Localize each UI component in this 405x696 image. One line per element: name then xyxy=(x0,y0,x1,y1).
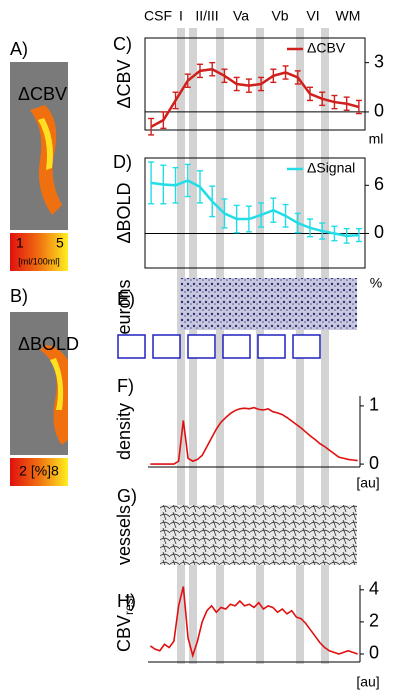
error-bar xyxy=(184,163,191,198)
error-bar xyxy=(270,68,277,84)
error-bar xyxy=(258,76,265,92)
y-tick-label: 0 xyxy=(374,222,384,242)
y-tick-label: 6 xyxy=(374,174,384,194)
error-bar xyxy=(245,205,252,233)
legend-label: ΔSignal xyxy=(307,160,355,176)
y-tick-label: 2 xyxy=(369,611,379,631)
cbv-map-label: ΔCBV xyxy=(18,84,67,104)
error-bar xyxy=(343,96,350,111)
charts: C) ΔCBV ml 0 3 ΔCBV D) ΔBOLD% 0 6 ΔSignal F) density… xyxy=(113,34,384,690)
neurons-label: neurons xyxy=(114,279,134,344)
error-bar xyxy=(184,73,191,88)
panel-label: A) xyxy=(10,39,28,59)
error-bar xyxy=(197,63,203,79)
unit-label: [au] xyxy=(356,674,379,690)
unit-label: % xyxy=(370,275,382,291)
y-axis-label-sub: rest xyxy=(122,594,136,615)
error-bar xyxy=(160,111,167,130)
series-line xyxy=(150,179,359,238)
panel-label: C) xyxy=(113,34,132,54)
panel-label: G) xyxy=(117,486,137,506)
error-bar xyxy=(355,227,362,243)
series-line xyxy=(150,67,360,128)
cbv-colorbar xyxy=(10,233,68,271)
layer-label: Vb xyxy=(271,8,288,24)
neuron-insets xyxy=(117,334,321,359)
layer-boundary xyxy=(177,28,185,664)
error-bar xyxy=(172,166,179,204)
series-line xyxy=(149,586,358,659)
error-bar xyxy=(209,61,216,77)
vessels-label: vessels xyxy=(114,505,134,565)
error-bar xyxy=(343,227,350,244)
y-tick-label: 0 xyxy=(374,101,384,121)
error-bar xyxy=(282,65,289,80)
colorbar-max: 5 xyxy=(56,235,64,251)
colorbar-scale: 2 [%]8 xyxy=(19,463,59,479)
layer-label: II/III xyxy=(195,8,218,24)
panel-label: B) xyxy=(10,286,28,306)
cbv-activation-core xyxy=(38,118,53,170)
layer-label: VI xyxy=(306,8,319,24)
error-bar xyxy=(270,197,277,223)
error-bar xyxy=(160,164,167,205)
error-bar xyxy=(221,198,228,229)
error-bar xyxy=(319,91,326,107)
layer-label: WM xyxy=(336,8,361,24)
y-tick-label: 0 xyxy=(369,643,379,663)
bold-activation-core xyxy=(50,358,64,410)
series-line xyxy=(150,406,358,465)
error-bar xyxy=(197,170,203,204)
cbv-activation xyxy=(30,105,62,215)
y-tick-label: 0 xyxy=(369,453,379,473)
layer-label: I xyxy=(179,8,183,24)
error-bar xyxy=(148,161,155,205)
y-tick-label: 4 xyxy=(369,579,379,599)
panel-label: H) xyxy=(117,591,136,611)
plot-frame xyxy=(144,157,366,269)
error-bar xyxy=(233,204,240,234)
unit-label: [au] xyxy=(356,475,379,491)
panel-label: F) xyxy=(117,376,134,396)
error-bar xyxy=(209,185,216,218)
layer-boundary xyxy=(216,28,224,664)
y-axis-label: ΔBOLD xyxy=(114,182,134,243)
y-tick-label: 1 xyxy=(369,395,379,415)
y-tick-label: 3 xyxy=(374,51,384,71)
error-bar xyxy=(221,68,228,84)
plot-frame xyxy=(144,37,366,131)
panel-label: D) xyxy=(113,152,132,172)
error-bar xyxy=(172,91,179,110)
bold-colorbar xyxy=(10,458,68,486)
layer-boundary xyxy=(321,28,329,664)
layer-label: CSF xyxy=(144,8,172,24)
vessels-image xyxy=(160,505,357,565)
colorbar-min: 1 xyxy=(16,235,24,251)
error-bar xyxy=(245,78,252,93)
colorbar-unit: [ml/100ml] xyxy=(18,256,60,266)
bold-map-label: ΔBOLD xyxy=(18,334,79,354)
error-bar xyxy=(233,76,240,92)
error-bar xyxy=(307,86,313,102)
error-bar xyxy=(294,212,301,234)
bold-activation xyxy=(40,345,68,445)
error-bar xyxy=(331,94,338,110)
layer-label: Va xyxy=(233,8,249,24)
unit-label: ml xyxy=(369,131,384,147)
error-bar xyxy=(319,222,326,240)
y-axis-label: density xyxy=(114,403,134,460)
error-bar xyxy=(307,218,313,238)
neurons-image xyxy=(180,278,357,330)
legend-label: ΔCBV xyxy=(307,40,346,56)
error-bar xyxy=(258,202,265,228)
panel-label: E) xyxy=(117,289,135,309)
error-bar xyxy=(331,225,338,242)
error-bar xyxy=(294,70,301,85)
error-bar xyxy=(355,99,362,115)
error-bar xyxy=(148,117,155,136)
error-bar xyxy=(282,203,289,228)
y-axis-label: ΔCBV xyxy=(114,59,134,108)
